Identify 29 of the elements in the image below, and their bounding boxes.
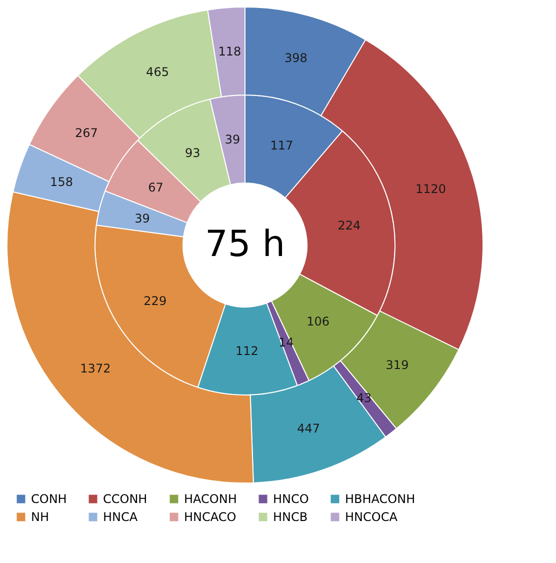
legend-label: HNCACO xyxy=(184,510,236,524)
legend-label: HNCA xyxy=(103,510,138,524)
data-label: 1120 xyxy=(416,182,446,196)
data-label: 112 xyxy=(235,344,258,358)
legend-label: CONH xyxy=(31,492,67,506)
data-label: 224 xyxy=(338,218,361,232)
data-label: 319 xyxy=(386,358,409,372)
legend-label: HNCO xyxy=(273,492,309,506)
data-label: 118 xyxy=(218,44,242,59)
data-label: 1372 xyxy=(80,362,111,376)
data-label: 93 xyxy=(185,146,200,160)
data-label: 465 xyxy=(146,64,169,79)
legend-label: HBHACONH xyxy=(345,492,416,506)
data-label: 447 xyxy=(297,421,320,436)
data-label: 39 xyxy=(224,132,240,147)
data-label: 229 xyxy=(144,294,167,308)
data-label: 117 xyxy=(270,138,294,153)
data-label: 106 xyxy=(306,314,330,329)
legend-label: HNCB xyxy=(273,510,308,524)
data-label: 67 xyxy=(148,180,164,195)
data-label: 158 xyxy=(50,175,73,190)
legend-label: NH xyxy=(31,510,49,524)
data-label: 398 xyxy=(284,50,308,65)
legend-label: HACONH xyxy=(184,492,237,506)
legend-label: CCONH xyxy=(103,492,148,506)
data-label: 267 xyxy=(75,126,98,140)
data-label: 39 xyxy=(134,212,150,226)
text: 75 h xyxy=(204,224,286,265)
legend-label: HNCOCA xyxy=(345,510,398,524)
